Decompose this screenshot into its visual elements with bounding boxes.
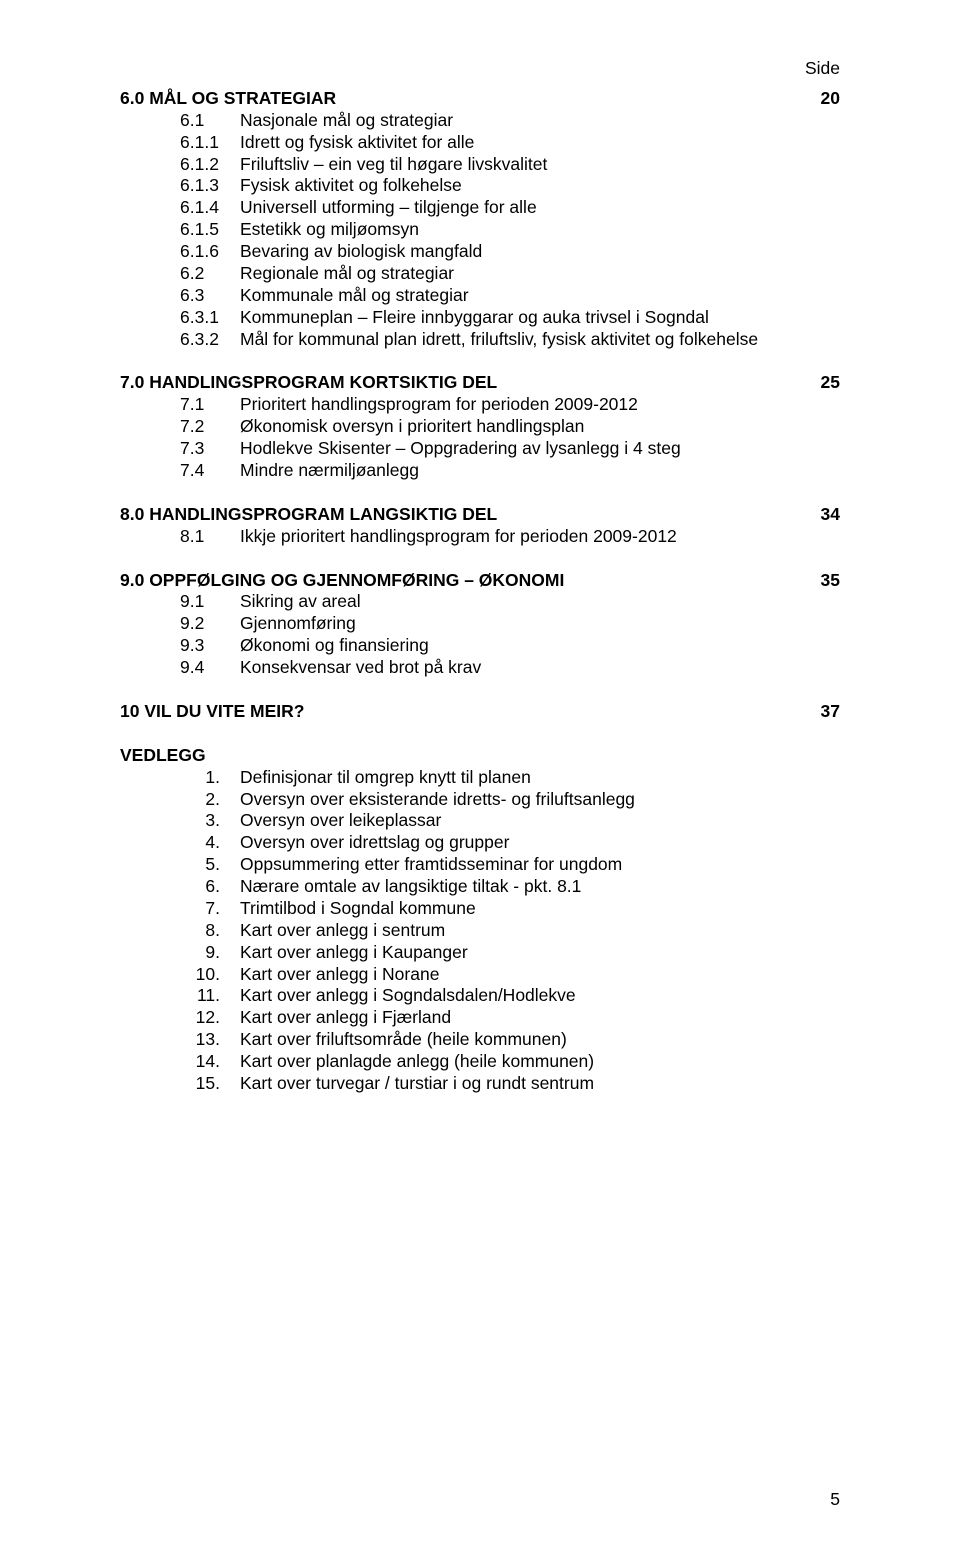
toc-item-num: 7.4 (180, 460, 240, 482)
vedlegg-num: 5. (180, 854, 240, 876)
toc-item-num: 6.1.2 (180, 154, 240, 176)
toc-item-text: Økonomisk oversyn i prioritert handlings… (240, 416, 840, 438)
vedlegg-text: Oppsummering etter framtidsseminar for u… (240, 854, 840, 876)
toc-item-num: 6.1.3 (180, 175, 240, 197)
toc-item-text: Universell utforming – tilgjenge for all… (240, 197, 840, 219)
vedlegg-num: 3. (180, 810, 240, 832)
toc-item-text: Ikkje prioritert handlingsprogram for pe… (240, 526, 840, 548)
toc-item-text: Konsekvensar ved brot på krav (240, 657, 840, 679)
toc-item-text: Sikring av areal (240, 591, 840, 613)
vedlegg-num: 14. (180, 1051, 240, 1073)
toc-item-text: Nasjonale mål og strategiar (240, 110, 840, 132)
section-page-ref: 25 (821, 372, 840, 394)
toc-item-text: Mål for kommunal plan idrett, friluftsli… (240, 329, 840, 351)
vedlegg-text: Kart over anlegg i Fjærland (240, 1007, 840, 1029)
vedlegg-num: 15. (180, 1073, 240, 1095)
toc-item-num: 7.3 (180, 438, 240, 460)
section-title: 6.0 MÅL OG STRATEGIAR (120, 88, 336, 110)
toc-item-num: 9.4 (180, 657, 240, 679)
toc-item-text: Idrett og fysisk aktivitet for alle (240, 132, 840, 154)
toc-item-text: Gjennomføring (240, 613, 840, 635)
vedlegg-text: Kart over anlegg i Sogndalsdalen/Hodlekv… (240, 985, 840, 1007)
toc-item-num: 9.1 (180, 591, 240, 613)
vedlegg-title: VEDLEGG (120, 745, 840, 767)
section-title: 9.0 OPPFØLGING OG GJENNOMFØRING – ØKONOM… (120, 570, 564, 592)
vedlegg-num: 4. (180, 832, 240, 854)
toc-item-num: 7.1 (180, 394, 240, 416)
section-page-ref: 35 (821, 570, 840, 592)
toc-item-num: 6.1.1 (180, 132, 240, 154)
document-page: Side 6.0 MÅL OG STRATEGIAR 20 6.1Nasjona… (0, 0, 960, 1095)
toc-item-num: 8.1 (180, 526, 240, 548)
section-page-ref: 37 (821, 701, 840, 723)
section-title: 8.0 HANDLINGSPROGRAM LANGSIKTIG DEL (120, 504, 497, 526)
vedlegg-text: Kart over anlegg i Kaupanger (240, 942, 840, 964)
toc-item-text: Regionale mål og strategiar (240, 263, 840, 285)
vedlegg-num: 2. (180, 789, 240, 811)
page-number: 5 (830, 1489, 840, 1510)
toc-section: 9.0 OPPFØLGING OG GJENNOMFØRING – ØKONOM… (120, 570, 840, 679)
vedlegg-text: Kart over anlegg i sentrum (240, 920, 840, 942)
vedlegg-text: Oversyn over eksisterande idretts- og fr… (240, 789, 840, 811)
toc-item-text: Kommunale mål og strategiar (240, 285, 840, 307)
toc-item-num: 6.1.5 (180, 219, 240, 241)
toc-item-text: Økonomi og finansiering (240, 635, 840, 657)
vedlegg-text: Oversyn over idrettslag og grupper (240, 832, 840, 854)
vedlegg-num: 10. (180, 964, 240, 986)
vedlegg-num: 9. (180, 942, 240, 964)
toc-item-num: 6.3.1 (180, 307, 240, 329)
vedlegg-num: 13. (180, 1029, 240, 1051)
vedlegg-text: Kart over planlagde anlegg (heile kommun… (240, 1051, 840, 1073)
toc-item-text: Fysisk aktivitet og folkehelse (240, 175, 840, 197)
toc-item-text: Hodlekve Skisenter – Oppgradering av lys… (240, 438, 840, 460)
vedlegg-num: 8. (180, 920, 240, 942)
vedlegg-text: Kart over turvegar / turstiar i og rundt… (240, 1073, 840, 1095)
toc-item-text: Bevaring av biologisk mangfald (240, 241, 840, 263)
toc-item-num: 6.3.2 (180, 329, 240, 351)
toc-item-num: 6.3 (180, 285, 240, 307)
toc-item-text: Mindre nærmiljøanlegg (240, 460, 840, 482)
toc-item-num: 7.2 (180, 416, 240, 438)
toc-item-text: Kommuneplan – Fleire innbyggarar og auka… (240, 307, 840, 329)
toc-section: 10 VIL DU VITE MEIR? 37 (120, 701, 840, 723)
vedlegg-num: 6. (180, 876, 240, 898)
section-page-ref: 34 (821, 504, 840, 526)
vedlegg-text: Oversyn over leikeplassar (240, 810, 840, 832)
vedlegg-section: VEDLEGG 1.Definisjonar til omgrep knytt … (120, 745, 840, 1095)
vedlegg-num: 1. (180, 767, 240, 789)
toc-item-num: 6.1.6 (180, 241, 240, 263)
toc-section: 6.0 MÅL OG STRATEGIAR 20 6.1Nasjonale må… (120, 88, 840, 351)
section-page-ref: 20 (821, 88, 840, 110)
toc-section: 7.0 HANDLINGSPROGRAM KORTSIKTIG DEL 25 7… (120, 372, 840, 481)
vedlegg-text: Kart over friluftsområde (heile kommunen… (240, 1029, 840, 1051)
vedlegg-text: Nærare omtale av langsiktige tiltak - pk… (240, 876, 840, 898)
vedlegg-text: Kart over anlegg i Norane (240, 964, 840, 986)
toc-item-num: 6.1.4 (180, 197, 240, 219)
section-title: 7.0 HANDLINGSPROGRAM KORTSIKTIG DEL (120, 372, 497, 394)
vedlegg-num: 7. (180, 898, 240, 920)
toc-item-num: 6.2 (180, 263, 240, 285)
toc-item-num: 9.3 (180, 635, 240, 657)
toc-item-text: Friluftsliv – ein veg til høgare livskva… (240, 154, 840, 176)
toc-item-text: Prioritert handlingsprogram for perioden… (240, 394, 840, 416)
vedlegg-text: Trimtilbod i Sogndal kommune (240, 898, 840, 920)
side-label: Side (120, 58, 840, 80)
vedlegg-text: Definisjonar til omgrep knytt til planen (240, 767, 840, 789)
toc-item-num: 6.1 (180, 110, 240, 132)
vedlegg-num: 11. (180, 985, 240, 1007)
vedlegg-num: 12. (180, 1007, 240, 1029)
toc-item-num: 9.2 (180, 613, 240, 635)
toc-item-text: Estetikk og miljøomsyn (240, 219, 840, 241)
toc-section: 8.0 HANDLINGSPROGRAM LANGSIKTIG DEL 34 8… (120, 504, 840, 548)
section-title: 10 VIL DU VITE MEIR? (120, 701, 304, 723)
